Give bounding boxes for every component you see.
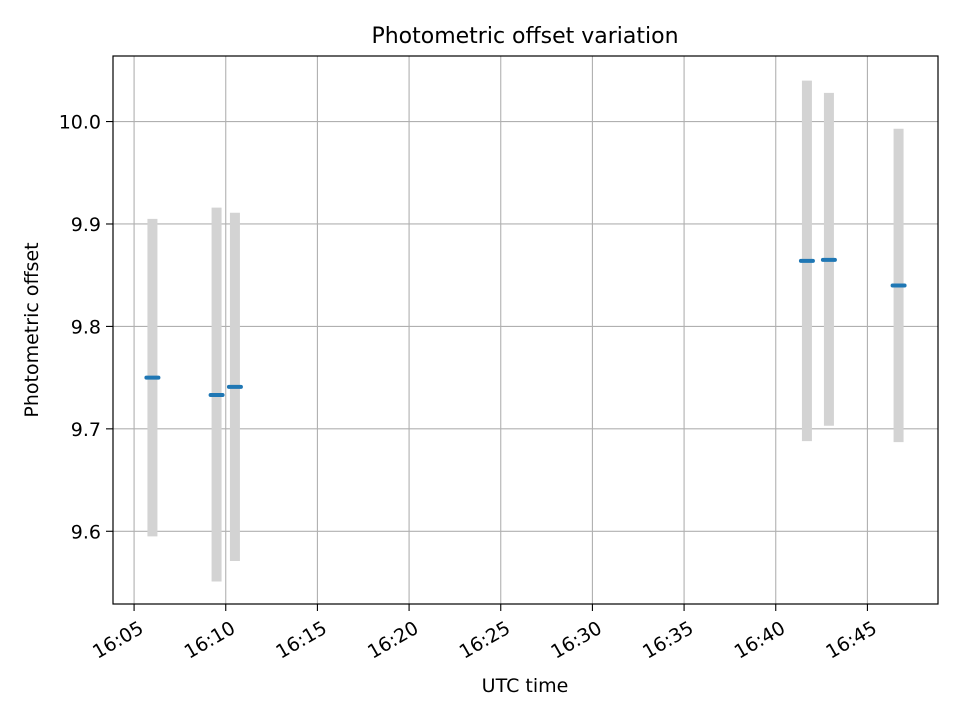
- y-axis-label: Photometric offset: [21, 242, 43, 417]
- y-axis-ticks: 9.6 9.7 9.8 9.9 10.0: [59, 112, 113, 543]
- data-points: [144, 257, 907, 398]
- y-tick-label: 9.7: [71, 419, 101, 441]
- plot-frame: [112, 55, 939, 605]
- grid: [113, 56, 938, 604]
- y-tick-label: 9.6: [71, 521, 101, 543]
- y-tick-label: 9.9: [71, 214, 101, 236]
- y-tick-label: 10.0: [59, 112, 101, 134]
- x-axis-label: UTC time: [482, 675, 569, 697]
- chart-title: Photometric offset variation: [371, 24, 678, 49]
- plot-area: [113, 56, 938, 604]
- y-tick-label: 9.8: [71, 316, 101, 338]
